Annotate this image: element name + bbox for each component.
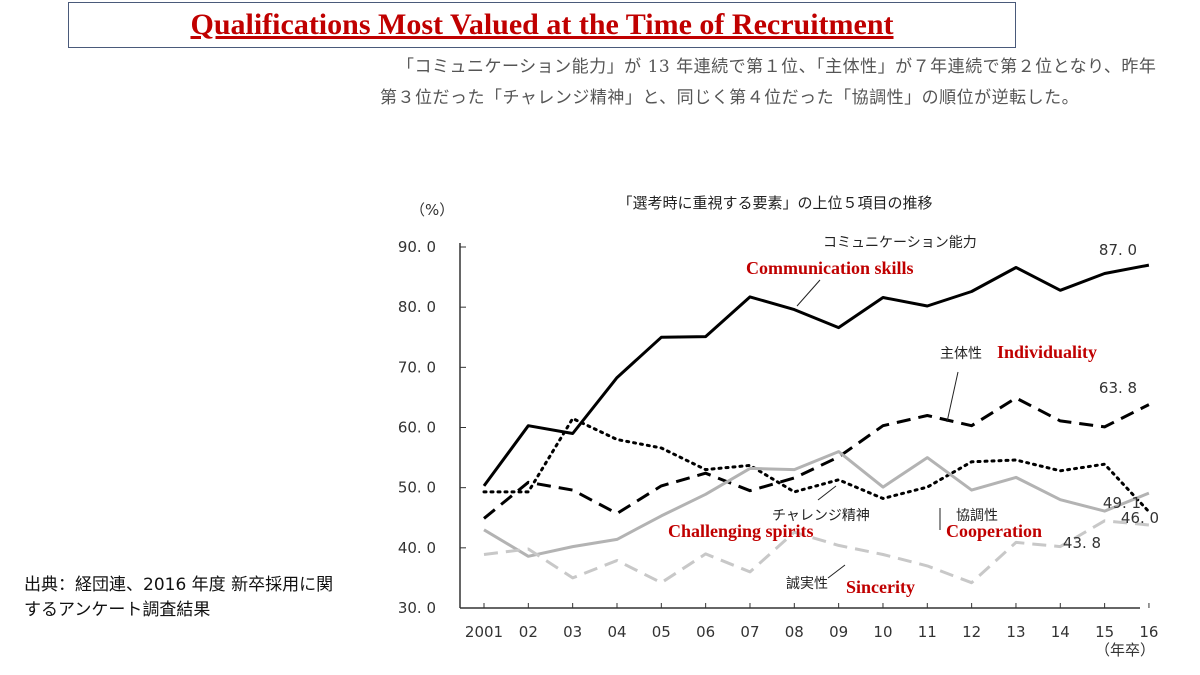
series-label-en-challenging-spirit: Challenging spirits	[668, 521, 814, 541]
series-line-cooperation	[483, 450, 1150, 558]
chart-title: 「選考時に重視する要素」の上位５項目の推移	[617, 194, 932, 212]
end-value-challenging-spirit: 46. 0	[1121, 509, 1159, 527]
series-label-communication-skills: コミュニケーション能力	[823, 235, 977, 251]
leader-line-individuality	[946, 371, 959, 423]
series-label-challenging-spirit: チャレンジ精神	[772, 508, 870, 524]
x-tick-label: 03	[563, 623, 582, 641]
source-note: 出典：経団連、2016 年度 新卒採用に関するアンケート調査結果	[24, 575, 334, 620]
y-axis-unit: （%）	[410, 201, 454, 219]
x-tick-label: 08	[785, 623, 804, 641]
x-tick-label: 2001	[465, 623, 503, 641]
x-tick-label: 04	[607, 623, 626, 641]
leader-line-challenging-spirit	[817, 485, 837, 501]
y-tick-label: 40. 0	[398, 539, 436, 557]
series-line-sincerity	[483, 519, 1150, 585]
x-tick-label: 10	[873, 623, 892, 641]
y-tick-label: 80. 0	[398, 298, 436, 316]
end-value-cooperation: 49. 1	[1103, 494, 1141, 512]
x-tick-label: 16	[1139, 623, 1158, 641]
x-axis-unit: （年卒）	[1095, 641, 1155, 659]
x-tick-label: 13	[1006, 623, 1025, 641]
page-title: Qualifications Most Valued at the Time o…	[190, 8, 894, 41]
x-tick-label: 02	[519, 623, 538, 641]
series-label-en-communication-skills: Communication skills	[746, 258, 914, 278]
title-box: Qualifications Most Valued at the Time o…	[68, 2, 1016, 48]
series-label-cooperation: 協調性	[956, 508, 998, 524]
end-value-communication-skills: 87. 0	[1099, 241, 1137, 259]
x-tick-label: 09	[829, 623, 848, 641]
y-tick-label: 60. 0	[398, 419, 436, 437]
leader-line-sincerity	[827, 564, 846, 579]
end-value-individuality: 63. 8	[1099, 379, 1137, 397]
end-value-sincerity: 43. 8	[1063, 534, 1101, 552]
y-tick-label: 50. 0	[398, 479, 436, 497]
series-label-sincerity: 誠実性	[786, 576, 828, 592]
series-line-communication-skills	[482, 263, 1150, 487]
leader-line-communication-skills	[796, 279, 821, 307]
x-tick-label: 05	[652, 623, 671, 641]
series-label-en-sincerity: Sincerity	[846, 577, 915, 597]
x-tick-label: 15	[1095, 623, 1114, 641]
y-tick-label: 30. 0	[398, 599, 436, 617]
x-tick-label: 06	[696, 623, 715, 641]
y-tick-label: 70. 0	[398, 358, 436, 376]
x-tick-label: 07	[740, 623, 759, 641]
series-line-challenging-spirit	[482, 417, 1151, 514]
series-label-individuality: 主体性	[940, 346, 982, 362]
x-tick-label: 14	[1051, 623, 1070, 641]
x-tick-label: 11	[918, 623, 937, 641]
summary-paragraph: 「コミュニケーション能力」が 13 年連続で第１位、「主体性」が７年連続で第２位…	[380, 57, 1157, 108]
x-tick-label: 12	[962, 623, 981, 641]
series-line-individuality	[483, 396, 1150, 520]
y-tick-label: 90. 0	[398, 238, 436, 256]
series-label-en-cooperation: Cooperation	[946, 521, 1042, 541]
series-label-en-individuality: Individuality	[997, 342, 1097, 362]
